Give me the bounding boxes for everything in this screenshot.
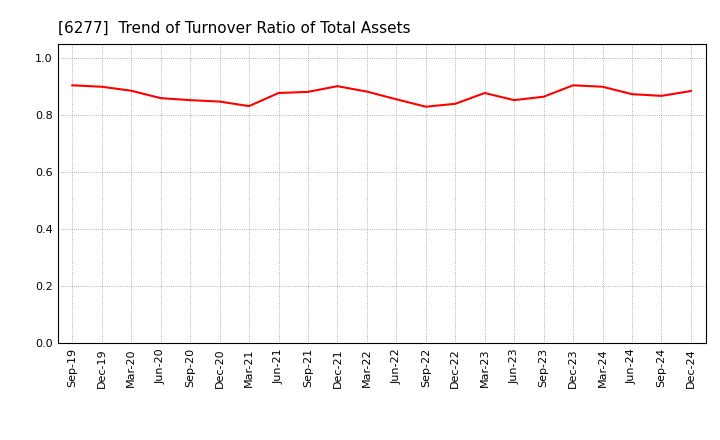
Text: [6277]  Trend of Turnover Ratio of Total Assets: [6277] Trend of Turnover Ratio of Total … [58, 21, 410, 36]
